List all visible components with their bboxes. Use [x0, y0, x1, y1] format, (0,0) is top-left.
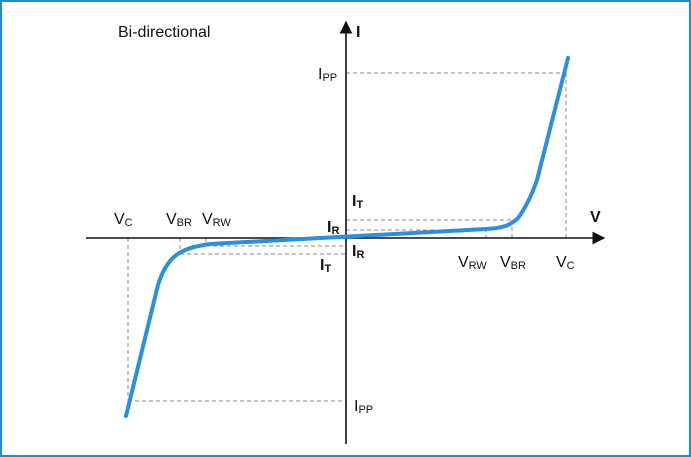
ipp-top-label: IPP	[318, 66, 337, 84]
voltage-axis-label: V	[590, 209, 601, 226]
it-bottom-label: IT	[320, 257, 331, 275]
current-axis-label: I	[356, 24, 360, 41]
vc-left-label: VC	[114, 211, 133, 229]
it-top-label: IT	[352, 193, 363, 211]
vrw-left-label: VRW	[202, 211, 231, 229]
ir-top-label: IR	[327, 219, 339, 237]
diagram-title: Bi-directional	[118, 24, 210, 41]
ir-bottom-label: IR	[352, 243, 364, 261]
iv-curve	[124, 56, 570, 418]
vbr-right-label: VBR	[500, 254, 526, 272]
vc-right-label: VC	[556, 254, 575, 272]
vbr-left-label: VBR	[166, 211, 192, 229]
ipp-bottom-label: IPP	[354, 398, 373, 416]
vrw-right-label: VRW	[458, 254, 487, 272]
